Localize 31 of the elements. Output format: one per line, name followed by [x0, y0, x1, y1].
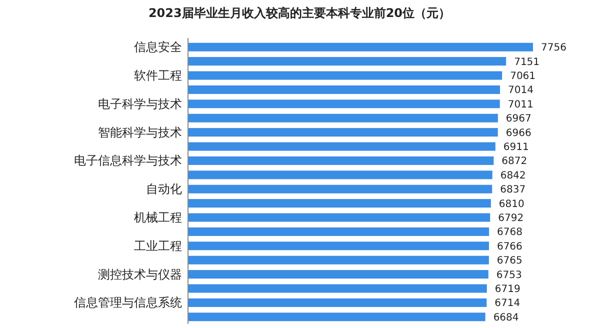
- data-label: 6911: [503, 142, 529, 153]
- data-label: 6765: [496, 256, 522, 267]
- data-label: 6766: [496, 241, 522, 252]
- chart-title: 2023届毕业生月收入较高的主要本科专业前20位（元）: [148, 6, 451, 20]
- data-label: 6810: [498, 198, 524, 210]
- data-label: 7061: [510, 71, 536, 82]
- y-tick-label: 软件工程: [134, 68, 182, 82]
- y-tick-label: 信息管理与信息系统: [74, 296, 182, 310]
- data-label: 7011: [508, 99, 534, 110]
- data-label: 6684: [493, 312, 519, 324]
- data-label: 6719: [494, 284, 520, 295]
- y-tick-label: 工业工程: [134, 238, 182, 253]
- data-label: 6842: [500, 170, 526, 182]
- data-label: 6837: [500, 184, 526, 196]
- y-tick-label: 信息安全: [134, 40, 182, 54]
- data-label: 7014: [508, 85, 534, 96]
- data-label: 6872: [502, 156, 528, 168]
- data-label: 7756: [541, 42, 566, 54]
- y-tick-label: 电子信息科学与技术: [74, 154, 182, 168]
- data-label: 6792: [498, 213, 524, 224]
- y-tick-label: 智能科学与技术: [98, 125, 182, 140]
- data-label: 6966: [506, 128, 532, 139]
- y-tick-label: 机械工程: [134, 210, 182, 224]
- data-label: 6714: [494, 298, 520, 310]
- data-label: 7151: [514, 56, 540, 68]
- y-tick-label: 自动化: [146, 182, 182, 196]
- data-label: 6967: [506, 114, 532, 125]
- data-label: 6768: [497, 227, 523, 238]
- y-tick-label: 电子科学与技术: [98, 96, 182, 111]
- y-tick-label: 测控技术与仪器: [98, 267, 182, 282]
- data-label: 6753: [496, 270, 522, 281]
